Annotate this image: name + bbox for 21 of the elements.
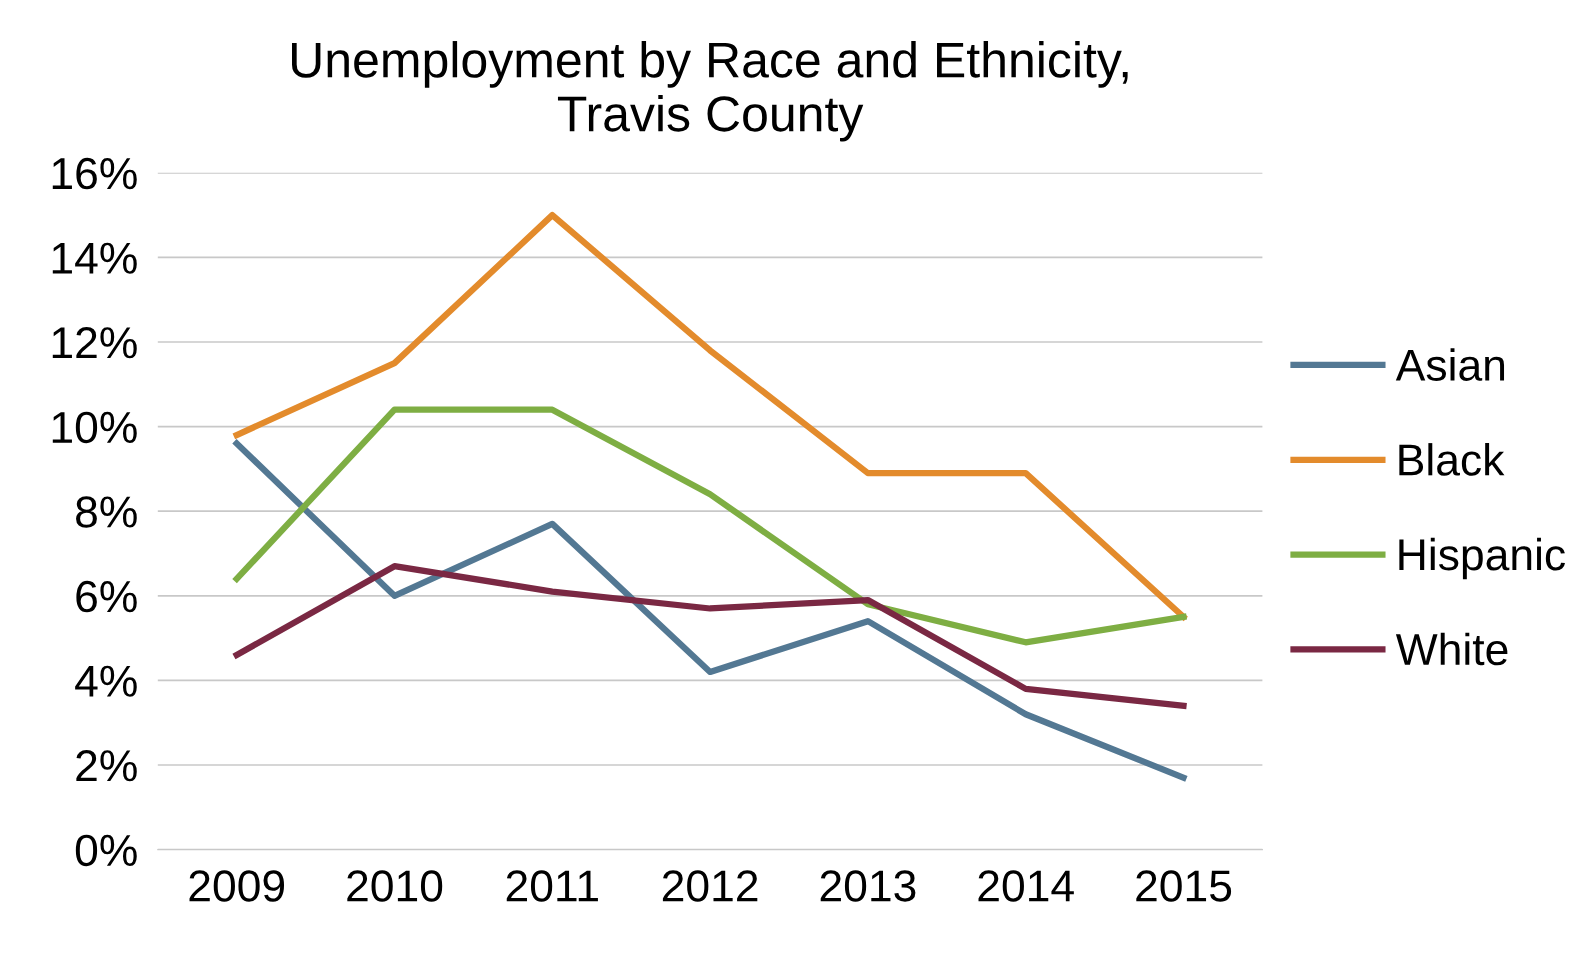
y-tick-label: 14% [52, 242, 137, 274]
y-tick-label: 12% [52, 327, 137, 359]
y-tick-label: 16% [52, 157, 137, 190]
chart-title: Unemployment by Race and Ethnicity, Travis County [292, 41, 1128, 142]
y-tick-label: 8% [76, 496, 137, 528]
x-tick-label: 2010 [347, 870, 443, 902]
legend-label: White [1395, 632, 1508, 666]
legend-label: Hispanic [1399, 537, 1565, 580]
x-tick-label: 2011 [506, 870, 598, 902]
y-tick-label: 10% [52, 411, 137, 444]
x-tick-label: 2012 [662, 870, 758, 902]
x-tick-label: 2013 [820, 870, 916, 902]
y-tick-label: 0% [75, 834, 137, 867]
y-tick-label: 6% [76, 580, 137, 613]
x-tick-label: 2014 [978, 870, 1074, 902]
x-tick-label: 2015 [1136, 870, 1232, 902]
x-tick-label: 2009 [189, 870, 285, 902]
y-tick-label: 4% [75, 665, 137, 697]
y-tick-label: 2% [76, 750, 137, 782]
legend-label: Asian [1395, 348, 1505, 381]
legend-label: Black [1399, 443, 1505, 476]
